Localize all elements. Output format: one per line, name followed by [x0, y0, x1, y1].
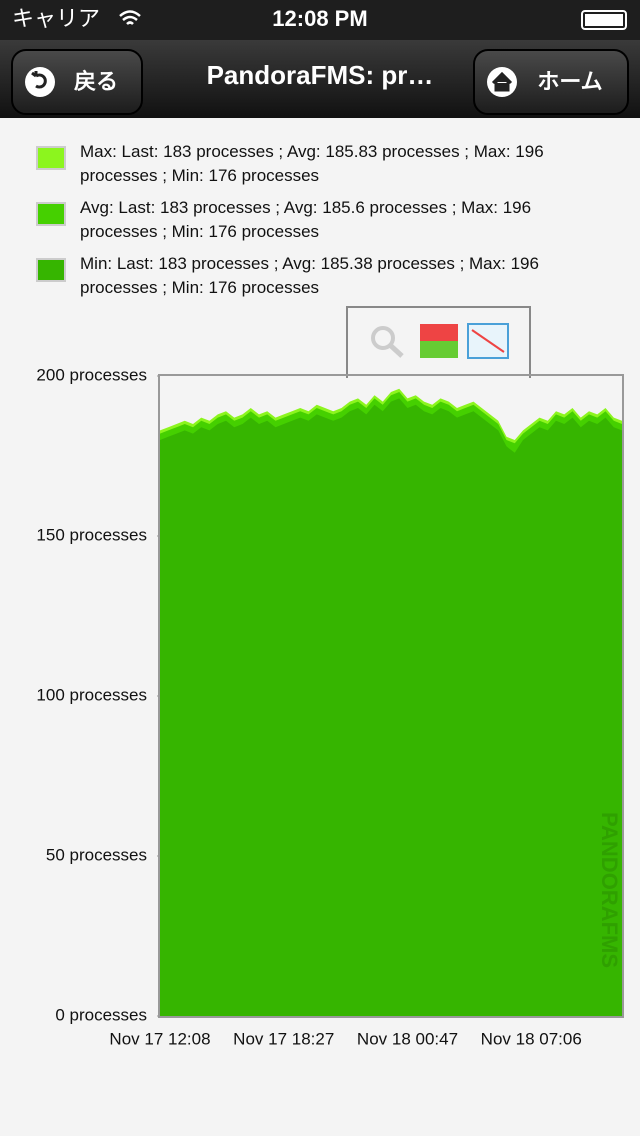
y-tick-label: 50 processes — [46, 845, 147, 864]
home-glyph — [491, 71, 513, 92]
plot-frame — [158, 374, 624, 1018]
carrier: キャリア — [12, 6, 100, 31]
home-button[interactable] — [473, 49, 629, 115]
legend-swatch — [36, 202, 66, 226]
x-tick-label: Nov 17 12:08 — [109, 1029, 210, 1048]
legend-text: Min: Last: 183 processes ; Avg: 185.38 p… — [80, 254, 539, 297]
y-tick-label: 0 processes — [55, 1005, 147, 1024]
legend-text: Max: Last: 183 processes ; Avg: 185.83 p… — [80, 142, 544, 185]
x-tick-label: Nov 17 18:27 — [233, 1029, 334, 1048]
area — [160, 398, 622, 1016]
battery — [581, 10, 627, 30]
legend-text: Avg: Last: 183 processes ; Avg: 185.6 pr… — [80, 198, 532, 241]
back-arrow — [31, 71, 47, 89]
clock: 12:08 PM — [272, 6, 367, 31]
x-tick-label: Nov 18 07:06 — [481, 1029, 582, 1048]
nav-title: PandoraFMS: pr… — [207, 60, 434, 90]
status-bar — [0, 0, 640, 40]
toolbar-frame — [346, 306, 531, 378]
y-tick-label: 150 processes — [36, 525, 147, 544]
plot: 0 processes 50 processes 100 processes 150 … — [36, 365, 624, 1048]
zoom-icon[interactable] — [371, 326, 395, 350]
chart-type-icon-lower — [420, 341, 458, 358]
battery-level — [585, 14, 623, 26]
back-label[interactable]: 戻る — [74, 69, 118, 94]
legend-swatch — [36, 258, 66, 282]
back-icon — [25, 67, 55, 97]
x-tick-label: Nov 18 00:47 — [357, 1029, 458, 1048]
threshold-icon-line — [471, 329, 505, 353]
zoom-handle — [388, 343, 404, 358]
home-label[interactable]: ホーム — [537, 69, 602, 94]
back-button[interactable] — [11, 49, 143, 115]
legend-swatch — [36, 146, 66, 170]
wifi-icon — [119, 10, 141, 25]
watermark: PANDORAFMS — [597, 812, 622, 968]
y-tick-label: 100 processes — [36, 685, 147, 704]
y-tick-label: 200 processes — [36, 365, 147, 384]
